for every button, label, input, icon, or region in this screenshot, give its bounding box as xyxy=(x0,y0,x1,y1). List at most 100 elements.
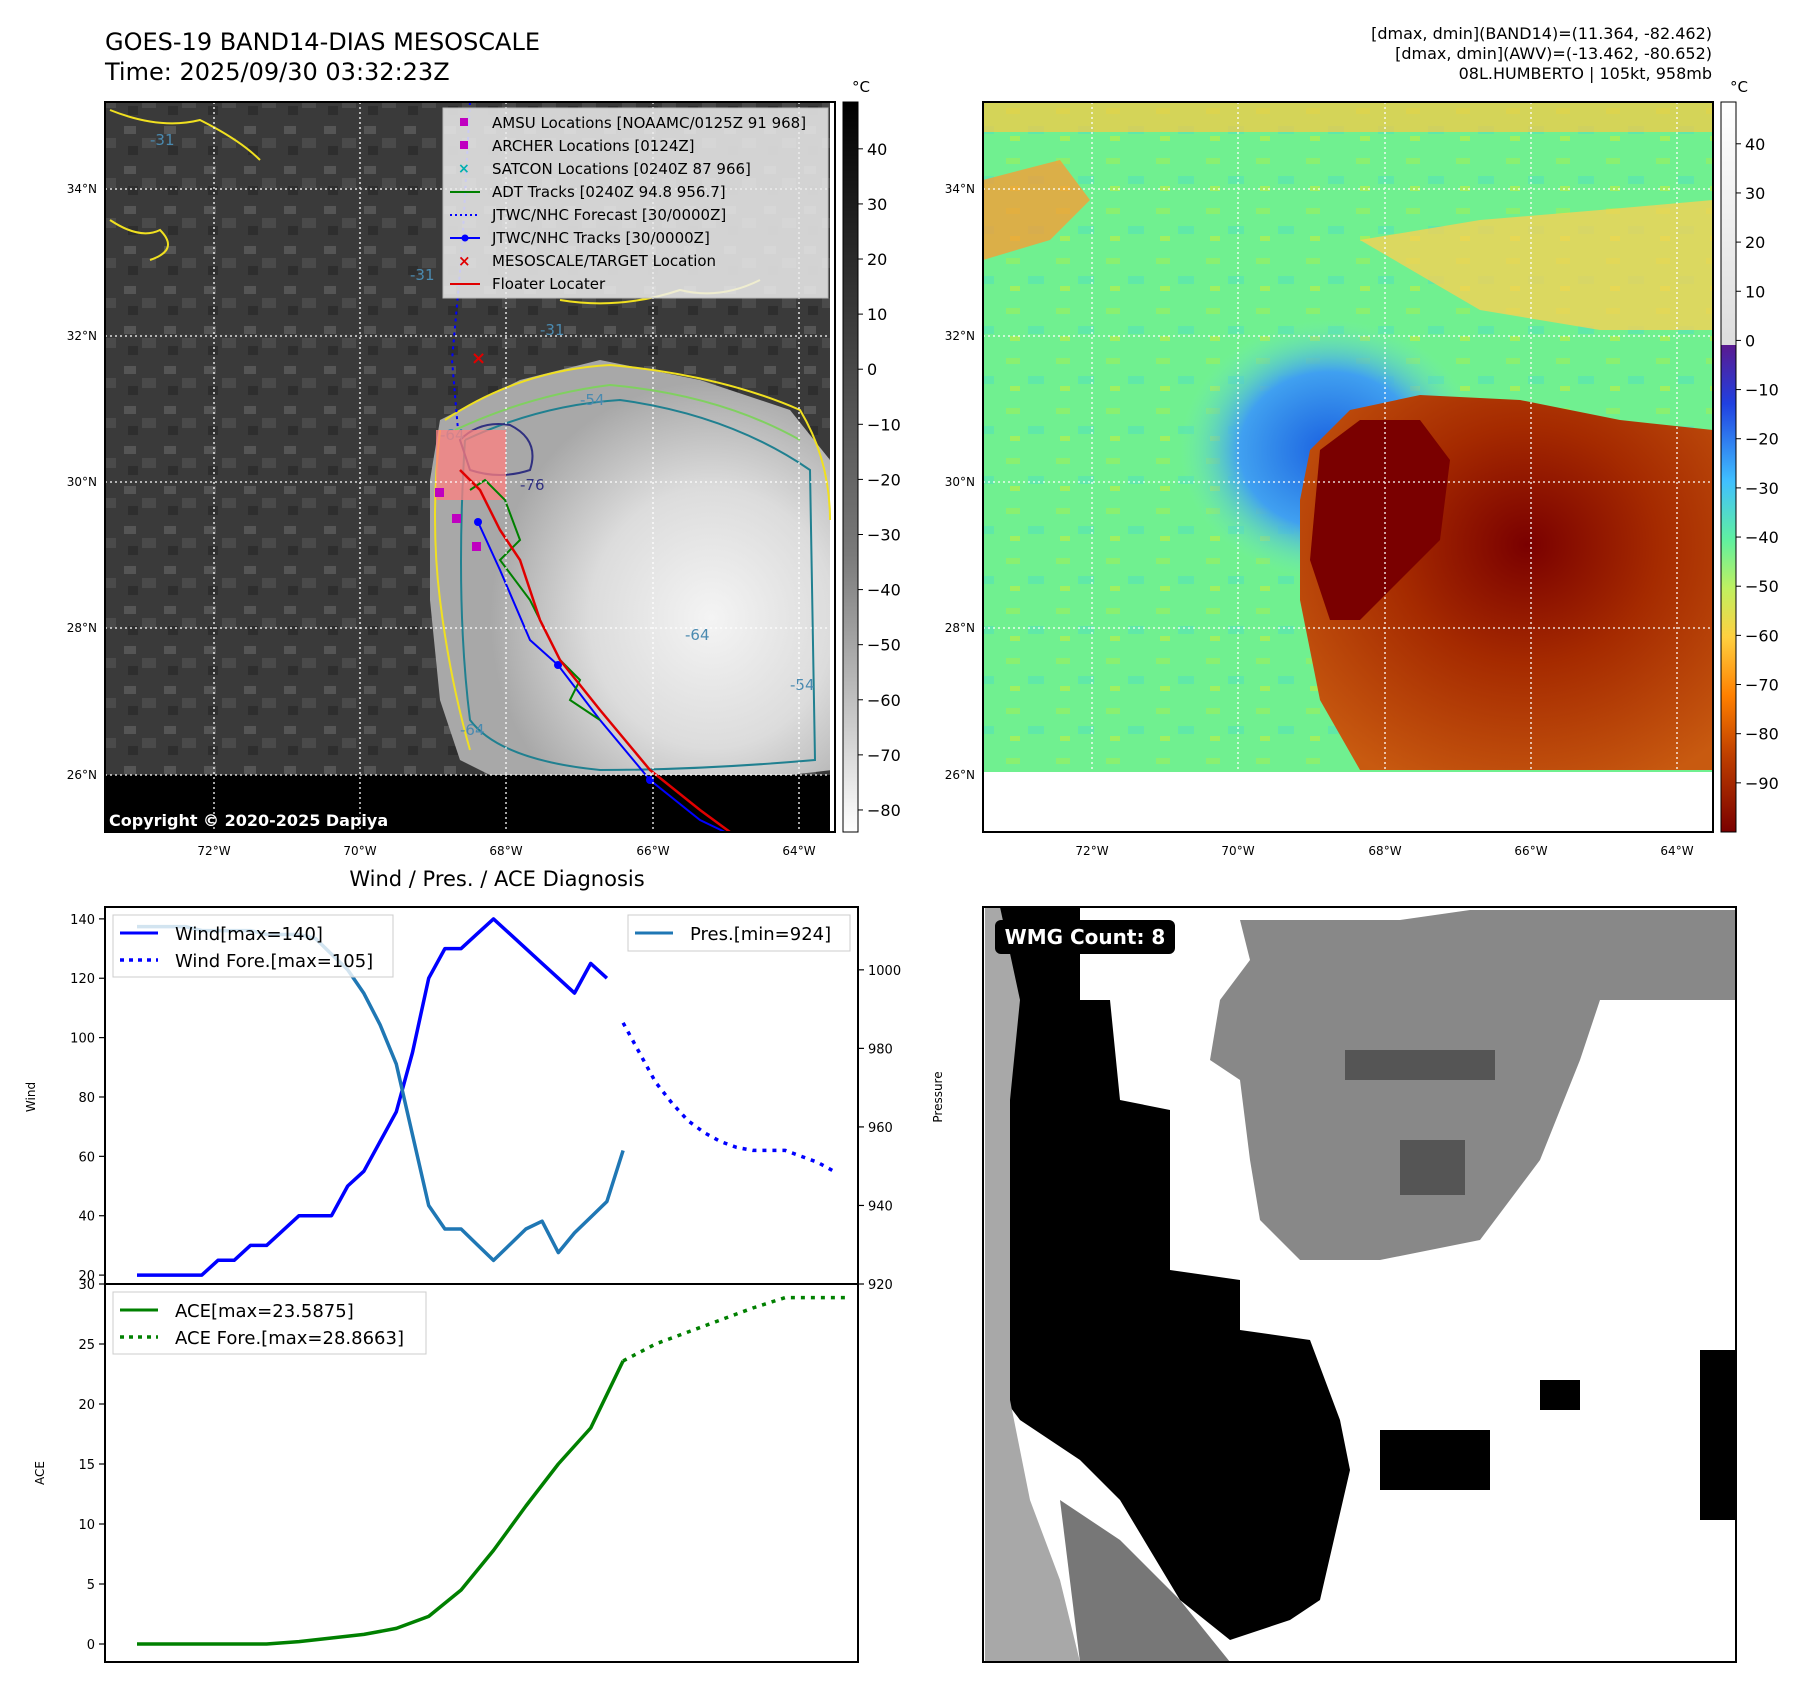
axis-tick-label: 20 xyxy=(78,1269,95,1284)
axis-tick-label: 60 xyxy=(78,1150,95,1165)
wmg-panel: WMG Count: 8 xyxy=(982,906,1737,1663)
wind-legend-box xyxy=(112,914,394,978)
contour-teal xyxy=(460,398,817,772)
wmg-black-blob xyxy=(1540,1380,1580,1410)
legend-label: Wind[max=140] xyxy=(175,924,323,945)
map-legend-box xyxy=(442,107,829,299)
colorbar-tick-label: −80 xyxy=(1745,725,1779,744)
wmg-gray-southwest xyxy=(1060,1500,1230,1662)
lon-tick: 64°W xyxy=(1660,844,1693,858)
figure-time: Time: 2025/09/30 03:32:23Z xyxy=(104,58,450,86)
awv-ne-warm-band xyxy=(1360,200,1713,330)
ace-series xyxy=(137,1295,850,1646)
lon-tick: 66°W xyxy=(1514,844,1547,858)
colorbar-tick-label: −10 xyxy=(1745,381,1779,400)
legend-swatch-target: × xyxy=(458,252,471,270)
colorbar-tick-label: 40 xyxy=(1745,135,1765,154)
legend-label: JTWC/NHC Forecast [30/0000Z] xyxy=(491,206,726,224)
wmg-gray-edge xyxy=(985,907,1080,1662)
wind-axis-ticks: 20 40 60 80 100 120 140 xyxy=(70,913,105,1284)
legend-label: ADT Tracks [0240Z 94.8 956.7] xyxy=(492,183,726,201)
lon-tick: 72°W xyxy=(1075,844,1108,858)
legend-swatch-amsu xyxy=(460,118,468,126)
wmg-black-region xyxy=(985,907,1350,1640)
legend-label: AMSU Locations [NOAAMC/0125Z 91 968] xyxy=(492,114,806,132)
colorbar-tick-label: −20 xyxy=(1745,430,1779,449)
colorbar-ticks: 40 30 20 10 0 −10 −20 −30 −40 −50 −60 −70 −80 −90 xyxy=(1736,135,1779,793)
lat-tick: 30°N xyxy=(67,475,97,489)
legend-label: ACE Fore.[max=28.8663] xyxy=(175,1328,404,1349)
lat-tick: 34°N xyxy=(945,182,975,196)
wmg-count-badge xyxy=(995,920,1175,954)
legend-swatch-satcon: × xyxy=(458,161,470,177)
colorbar-unit: °C xyxy=(852,78,870,96)
colorbar-tick-label: 20 xyxy=(867,250,887,269)
axis-tick-label: 40 xyxy=(78,1210,95,1225)
axis-tick-label: 980 xyxy=(868,1042,893,1057)
archer-marker xyxy=(452,514,461,523)
map-legend: AMSU Locations [NOAAMC/0125Z 91 968] ARC… xyxy=(442,107,829,299)
contour-yellow-nw1 xyxy=(109,109,261,161)
axis-tick-label: 5 xyxy=(87,1578,95,1593)
wind-pressure-chart: Wind Pressure 20 40 60 80 100 120 140 920 940 96… xyxy=(24,906,945,1293)
wmg-dark-patch xyxy=(1400,1140,1465,1195)
colorbar-frame xyxy=(1720,101,1737,833)
awv-nw-warm-streak xyxy=(983,160,1090,260)
axis-tick-label: 0 xyxy=(87,1638,95,1653)
colorbar-tick-label: −40 xyxy=(867,581,901,600)
lon-tick: 64°W xyxy=(782,844,815,858)
legend-label: ARCHER Locations [0124Z] xyxy=(492,137,695,155)
series-line xyxy=(137,1360,625,1646)
wind-axis-label: Wind xyxy=(24,1082,38,1112)
axis-tick-label: 20 xyxy=(78,1398,95,1413)
colorbar-tick-label: −90 xyxy=(1745,774,1779,793)
wmg-dark-patch xyxy=(1345,1050,1495,1080)
lat-tick: 26°N xyxy=(945,768,975,782)
colorbar-tick-label: −70 xyxy=(1745,676,1779,695)
series-line xyxy=(622,1295,850,1363)
awv-north-warm-band xyxy=(983,102,1713,132)
axis-tick-label: 25 xyxy=(78,1338,95,1353)
legend-label: MESOSCALE/TARGET Location xyxy=(492,252,716,270)
legend-label: Pres.[min=924] xyxy=(690,924,831,945)
lon-tick: 66°W xyxy=(636,844,669,858)
adt-track xyxy=(469,478,601,721)
contour-green xyxy=(454,383,801,441)
band14-map-panel: -31 -31 -31 -64 -76 -54 -54 -64 -64 × xyxy=(67,101,836,858)
awv-colorbar: °C 40 30 20 10 0 −10 −20 −30 −40 −50 −60 −70 −80 −90 xyxy=(1720,78,1779,833)
lon-tick: 72°W xyxy=(197,844,230,858)
lat-tick: 32°N xyxy=(945,329,975,343)
colorbar-tick-label: 10 xyxy=(1745,282,1765,301)
lon-tick: 68°W xyxy=(1368,844,1401,858)
contour-yellow-outer xyxy=(444,363,831,521)
contour-label: -54 xyxy=(790,676,815,694)
legend-label: SATCON Locations [0240Z 87 966] xyxy=(492,160,751,178)
axis-tick-label: 940 xyxy=(868,1199,893,1214)
contour-label: -31 xyxy=(150,131,175,149)
colorbar-tick-label: 10 xyxy=(867,305,887,324)
colorbar-tick-label: −20 xyxy=(867,470,901,489)
axis-tick-label: 30 xyxy=(78,1278,95,1293)
awv-no-data-strip xyxy=(983,772,1713,832)
contour-label: -64 xyxy=(460,721,485,739)
contour-lines xyxy=(109,109,831,772)
legend-swatch-tracks-dot xyxy=(461,234,469,242)
colorbar-tick-label: −50 xyxy=(1745,577,1779,596)
info-storm: 08L.HUMBERTO | 105kt, 958mb xyxy=(1459,64,1712,83)
ace-legend-box xyxy=(112,1291,427,1355)
colorbar-tick-label: 30 xyxy=(867,195,887,214)
info-band14: [dmax, dmin](BAND14)=(11.364, -82.462) xyxy=(1371,24,1712,43)
colorbar-tick-label: 40 xyxy=(867,140,887,159)
wmg-black-blob xyxy=(1700,1350,1736,1520)
info-awv: [dmax, dmin](AWV)=(-13.462, -80.652) xyxy=(1395,44,1712,63)
legend-label: Wind Fore.[max=105] xyxy=(175,951,373,972)
colorbar-tick-label: −40 xyxy=(1745,528,1779,547)
nhc-track-point xyxy=(474,518,482,526)
right-no-data-strip xyxy=(830,102,835,832)
colorbar-gradient xyxy=(842,101,859,833)
colorbar-tick-label: 0 xyxy=(867,360,877,379)
ace-plot-frame xyxy=(104,1283,859,1663)
copyright-label: Copyright © 2020-2025 Dapiya xyxy=(109,811,388,830)
awv-dark-core xyxy=(1310,420,1450,620)
